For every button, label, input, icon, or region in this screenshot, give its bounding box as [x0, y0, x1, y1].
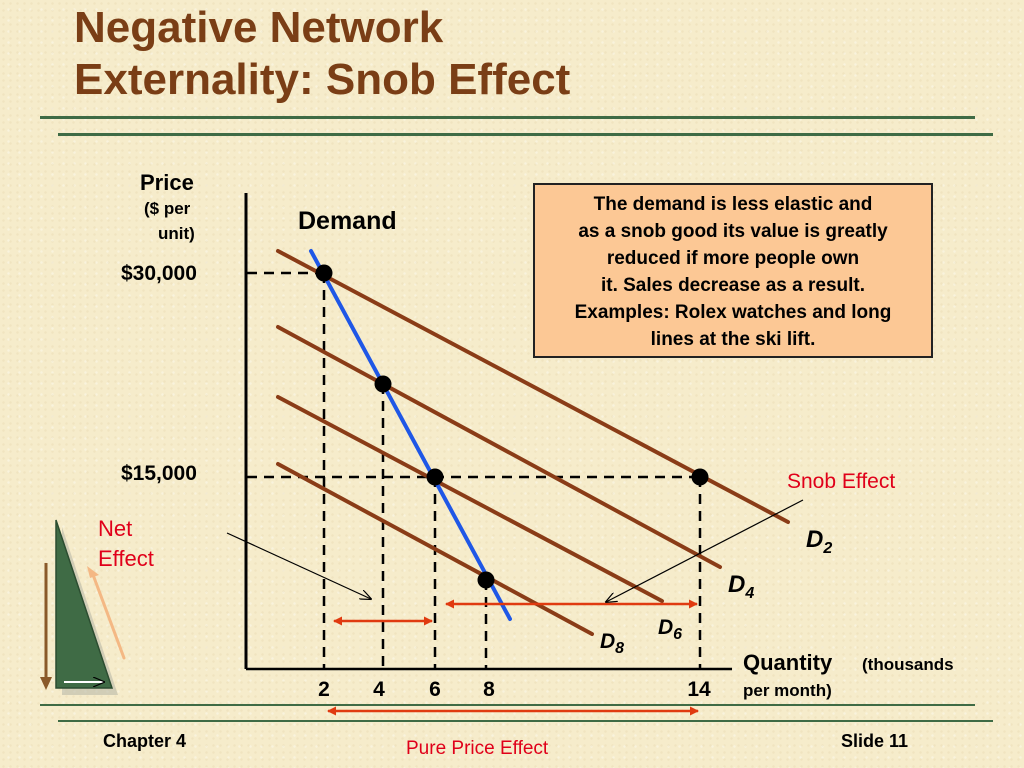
callout-line-6: lines at the ski lift.	[650, 329, 816, 350]
price-axis-label: Price	[140, 170, 194, 195]
demand-curve-d4	[276, 325, 722, 569]
point-x8	[477, 571, 495, 589]
pure-price-effect-label: Pure Price Effect	[406, 738, 549, 759]
demand-label: Demand	[298, 207, 397, 235]
net-effect-label-line-1: Net	[98, 516, 133, 541]
title-rule-top	[40, 116, 975, 119]
footer-rule-bottom	[58, 720, 993, 722]
quantity-unit-line-2: per month)	[743, 681, 832, 700]
title-rule-bottom	[58, 133, 993, 136]
callout-line-4: it. Sales decrease as a result.	[600, 275, 866, 296]
slide-title-line-1: Negative Network	[74, 3, 444, 52]
callout-line-1: The demand is less elastic and	[593, 194, 873, 215]
slide-title: Negative Network Externality: Snob Effec…	[74, 2, 570, 106]
demand-curve-d6	[276, 395, 664, 603]
callout-box: The demand is less elastic and as a snob…	[533, 183, 933, 358]
x-tick-4: 4	[373, 678, 385, 701]
net-effect-label-line-2: Effect	[98, 546, 154, 571]
y-tick-15000: $15,000	[121, 462, 197, 485]
point-x2-30000	[315, 264, 333, 282]
guide-lines	[247, 271, 702, 669]
d4-label: D4	[728, 571, 755, 602]
d6-label: D6	[658, 616, 683, 644]
decorative-triangle-graphic	[40, 519, 126, 695]
d2-label: D2	[806, 526, 833, 557]
demand-curve-d8	[276, 462, 594, 636]
point-x6-15000	[426, 468, 444, 486]
x-tick-14: 14	[687, 678, 711, 701]
x-tick-8: 8	[483, 678, 495, 701]
point-x14-15000	[691, 468, 709, 486]
callout-line-2: as a snob good its value is greatly	[578, 221, 888, 242]
slide-title-line-2: Externality: Snob Effect	[74, 55, 571, 104]
net-effect-pointer	[226, 532, 371, 599]
market-demand-curve	[309, 249, 512, 621]
callout-line-5: Examples: Rolex watches and long	[574, 302, 892, 323]
d8-label: D8	[600, 630, 625, 658]
point-x4	[374, 375, 392, 393]
price-unit-line-2: unit)	[158, 224, 195, 243]
quantity-unit-line-1: (thousands	[862, 655, 954, 674]
x-tick-6: 6	[429, 678, 441, 701]
footer-slide-number: Slide 11	[841, 731, 909, 751]
price-unit-line-1: ($ per	[144, 199, 191, 218]
snob-effect-label: Snob Effect	[787, 470, 896, 493]
footer-rule-top	[40, 704, 975, 706]
callout-line-3: reduced if more people own	[606, 248, 860, 269]
footer-chapter: Chapter 4	[103, 731, 187, 751]
snob-effect-pointer	[606, 499, 804, 602]
quantity-axis-label: Quantity	[743, 650, 833, 675]
x-tick-2: 2	[318, 678, 330, 701]
y-tick-30000: $30,000	[121, 262, 197, 285]
